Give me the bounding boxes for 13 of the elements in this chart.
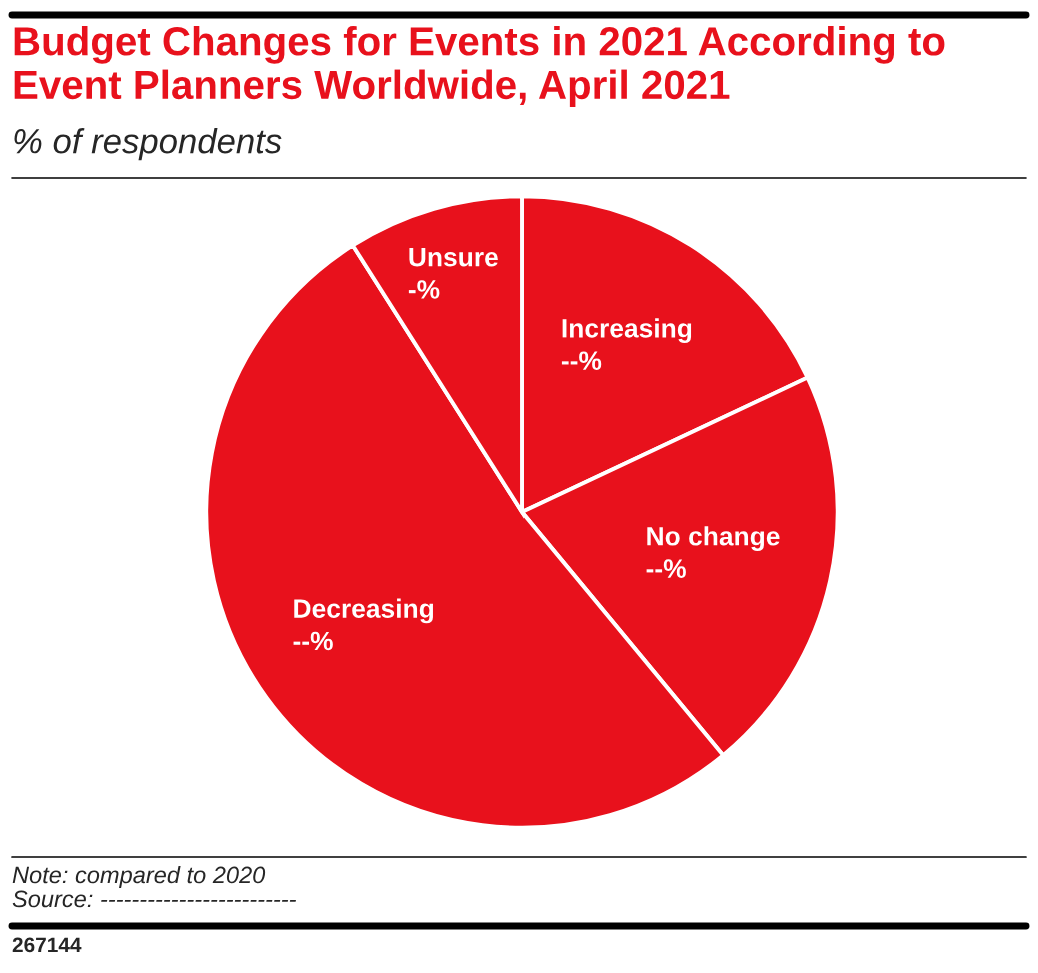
- data-label: --%: [646, 559, 686, 578]
- source-note: Source: -------------------------: [12, 890, 296, 908]
- text: 267144: [12, 937, 82, 953]
- data-label: -%: [408, 280, 440, 299]
- text: Note: compared to 2020: [12, 866, 266, 889]
- slice-label: Increasing: [562, 318, 692, 343]
- chart-title: Budget Changes for Events in 2021 According to Event Planners Worldwide, April 2021: [14, 26, 945, 108]
- data-label: --%: [561, 351, 602, 370]
- slice-label: Decreasing: [294, 598, 434, 624]
- slice-label: Unsure: [409, 248, 498, 267]
- data-label: --%: [293, 631, 333, 651]
- slice-label: No change: [647, 526, 780, 551]
- chart-subtitle: % of respondents: [14, 128, 282, 161]
